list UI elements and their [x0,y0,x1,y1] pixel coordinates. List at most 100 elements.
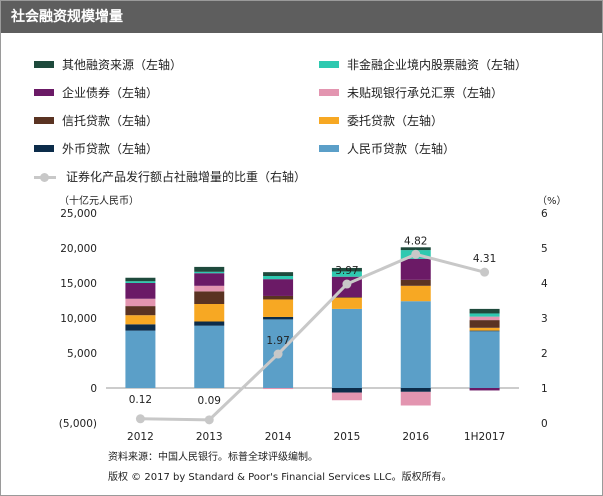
bar-segment [194,325,225,388]
y-left-tick-label: 10,000 [60,313,97,325]
bar-segment [400,279,431,286]
legend-swatch [319,89,339,96]
bar-segment [194,273,225,286]
bar-segment [125,324,156,331]
bar-segment [263,279,294,296]
bar-segment [263,388,294,390]
bar-segment [400,285,431,302]
bar-segment [469,388,500,391]
ratio-point [411,249,421,259]
bar-segment [263,295,294,300]
legend-line-swatch [34,173,56,182]
bar-segment [469,308,500,314]
y-right-tick-label: 6 [541,208,548,220]
source-note: 资料来源：中国人民银行。标普全球评级编制。 [108,452,318,463]
legend-swatch [34,117,54,124]
legend-label: 企业债券（左轴） [62,86,159,100]
bar-segment [469,330,500,332]
bar-segment [331,267,362,272]
bar-segment [331,392,362,401]
legend-label: 信托贷款（左轴） [62,114,159,128]
x-tick-label: 2015 [334,431,361,443]
bar-segment [194,321,225,326]
x-tick-label: 2016 [402,431,429,443]
bar-segment [125,283,156,299]
x-tick-label: 1H2017 [464,431,505,443]
legend-label: 非金融企业境内股票融资（左轴） [347,58,528,72]
legend-label: 证券化产品发行额占社融增量的比重（右轴） [66,170,307,184]
y-left-tick-label: 20,000 [60,243,97,255]
chart-title: 社会融资规模增量 [1,1,602,33]
bar-segment [331,308,362,388]
y-left-axis-label: （十亿元人民币） [59,194,139,207]
ratio-data-label: 4.31 [473,253,496,265]
y-right-tick-label: 5 [541,243,548,255]
legend-swatch [34,145,54,152]
bar-segment [400,258,431,280]
legend-label: 委托贷款（左轴） [347,114,444,128]
ratio-point [480,267,490,277]
bar-segment [469,327,500,331]
y-right-tick-label: 3 [541,313,548,325]
ratio-line [140,252,485,422]
bar-segment [194,285,225,292]
legend-label: 人民币贷款（左轴） [347,142,456,156]
x-tick-label: 2014 [265,431,292,443]
bar-segment [125,298,156,307]
y-left-tick-label: 0 [90,383,97,395]
y-right-tick-label: 0 [541,418,548,430]
bar-segment [263,299,294,317]
bar-segment [194,271,225,274]
ratio-data-label: 4.82 [404,235,427,247]
bar-segment [194,304,225,322]
ratio-data-label: 3.97 [335,265,358,277]
x-tick-label: 2013 [196,431,223,443]
bar-segment [331,271,362,277]
bar-segment [400,388,431,392]
bar-segment [125,281,156,283]
y-right-tick-label: 2 [541,348,548,360]
ratio-point [204,415,214,425]
y-left-tick-label: 25,000 [60,208,97,220]
bar-segment [331,388,362,393]
bar-segment [400,391,431,406]
bar-segment [125,330,156,388]
y-left-tick-label: (5,000) [59,418,97,430]
ratio-point [135,414,145,424]
bar-segment [125,306,156,316]
ratio-point [273,349,283,359]
bar-segment [331,297,362,309]
ratio-point [342,279,352,289]
y-left-tick-label: 15,000 [60,278,97,290]
y-left-tick-label: 5,000 [67,348,97,360]
bar-segment [469,331,500,388]
y-right-tick-label: 1 [541,383,548,395]
bar-segment [194,291,225,304]
legend-swatch [34,61,54,68]
ratio-data-label: 0.09 [198,395,221,407]
bar-segment [263,276,294,280]
legend-swatch [34,89,54,96]
bar-segment [400,301,431,388]
bar-segment [263,316,294,320]
bar-segment [400,247,431,251]
bar-segment [331,297,362,298]
bar-segment [469,313,500,317]
chart-plot: （十亿元人民币） （%） (5,000) 0 5,000 10,000 15,000 20,0… [59,194,567,443]
legend-label: 未贴现银行承兑汇票（左轴） [347,86,504,100]
x-tick-label: 2012 [127,431,154,443]
ratio-data-label: 1.97 [266,335,289,347]
legend-label: 其他融资来源（左轴） [62,58,183,72]
y-right-axis-label: （%） [537,195,567,207]
legend-swatch [319,145,339,152]
ratio-data-label: 0.12 [129,394,152,406]
bar-segment [125,277,156,282]
bar-segment [194,266,225,272]
bar-segment [263,272,294,276]
copyright-note: 版权 © 2017 by Standard & Poor's Financial… [108,472,452,483]
legend-swatch [319,61,339,68]
bar-segment [125,315,156,325]
legend-swatch [319,117,339,124]
bar-segment [469,320,500,328]
